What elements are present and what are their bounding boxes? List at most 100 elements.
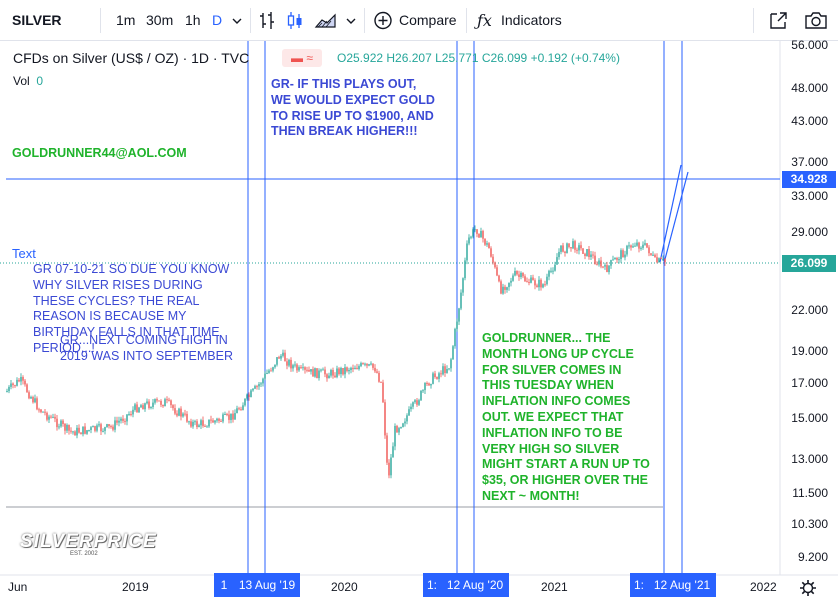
birthday-cycle-note[interactable]: GR 07-10-21 SO DUE YOU KNOW WHY SILVER RI… xyxy=(33,262,229,357)
candles-style-icon[interactable] xyxy=(285,8,305,33)
candle-body xyxy=(508,282,510,288)
indicators-button[interactable]: Indicators xyxy=(501,12,562,28)
candle-body xyxy=(110,426,112,428)
note-line: FOR SILVER COMES IN xyxy=(482,362,622,377)
candle-body xyxy=(22,377,24,381)
candle-body xyxy=(222,414,224,422)
candle-body xyxy=(50,416,52,418)
candle-body xyxy=(206,426,208,428)
chevron-down-icon[interactable] xyxy=(344,8,358,33)
candle-body xyxy=(558,251,560,258)
projection-line-upper[interactable] xyxy=(659,164,682,263)
note-line: GR 07-10-21 SO DUE YOU KNOW xyxy=(33,262,230,276)
candle-body xyxy=(444,366,446,373)
candle-body xyxy=(528,282,530,283)
note-line: INFLATION INFO TO BE xyxy=(482,425,623,440)
interval-1m[interactable]: 1m xyxy=(116,12,136,28)
symbol-search[interactable]: SILVER xyxy=(12,12,62,28)
candle-body xyxy=(210,419,212,421)
candle-body xyxy=(520,272,522,277)
candle-body xyxy=(292,365,294,369)
candle-body xyxy=(250,390,252,398)
candle-body xyxy=(402,423,404,427)
candle-body xyxy=(288,359,290,366)
price-chart[interactable] xyxy=(0,41,838,616)
candle-body xyxy=(312,369,314,377)
candle-body xyxy=(260,383,262,385)
candle-body xyxy=(500,281,502,294)
note-line: NEXT ~ MONTH! xyxy=(482,488,580,503)
cycle-forecast-note[interactable]: GOLDRUNNER... THE MONTH LONG UP CYCLE FOR … xyxy=(482,331,650,505)
candle-body xyxy=(160,401,162,405)
volume-legend: Vol 0 xyxy=(13,74,44,88)
candle-body xyxy=(74,431,76,436)
candle-body xyxy=(86,430,88,434)
candle-body xyxy=(340,368,342,375)
function-icon[interactable]: ƒx xyxy=(477,11,492,30)
candle-body xyxy=(454,328,456,347)
candle-body xyxy=(94,426,96,431)
next-high-note[interactable]: GR...NEXT COMING HIGH IN 2019 WAS INTO SE… xyxy=(60,333,233,365)
candle-body xyxy=(248,394,250,397)
candle-body xyxy=(470,236,472,238)
candle-body xyxy=(662,258,664,260)
note-line: REASON IS BECAUSE MY xyxy=(33,309,187,324)
chevron-down-icon[interactable] xyxy=(230,8,244,33)
note-line: $35, OR HIGHER OVER THE xyxy=(482,473,649,488)
projection-line-lower[interactable] xyxy=(663,171,689,264)
candle-body xyxy=(278,357,280,359)
email-annotation[interactable]: GOLDRUNNER44@AOL.COM xyxy=(12,146,187,160)
candle-series xyxy=(6,225,666,479)
note-line: WHY SILVER RISES DURING xyxy=(33,277,203,292)
interval-d[interactable]: D xyxy=(212,12,223,28)
interval-30m[interactable]: 30m xyxy=(146,12,174,28)
note-line: THESE CYCLES? THE REAL xyxy=(33,293,200,308)
candle-body xyxy=(68,424,70,431)
candle-body xyxy=(272,367,274,371)
candle-body xyxy=(102,430,104,432)
toolbar-divider xyxy=(100,8,101,33)
gold-projection-note[interactable]: GR- IF THIS PLAYS OUT, WE WOULD EXPECT GO… xyxy=(271,77,435,140)
text-annotation-label[interactable]: Text xyxy=(12,246,36,261)
settings-gear-icon[interactable] xyxy=(800,580,816,596)
fullscreen-icon[interactable] xyxy=(766,8,790,33)
legend-toggle-icon[interactable]: ▬ ≈ xyxy=(282,49,322,67)
price-label: 19.000 xyxy=(791,344,828,358)
note-line: MIGHT START A RUN UP TO xyxy=(482,457,650,472)
price-label: 13.000 xyxy=(791,452,828,466)
plus-circle-icon[interactable] xyxy=(372,8,394,33)
time-label-2021: 2021 xyxy=(541,580,568,594)
candle-body xyxy=(574,241,576,250)
bars-style-icon[interactable] xyxy=(258,8,276,33)
note-line: GR- IF THIS PLAYS OUT, xyxy=(271,77,417,91)
candle-body xyxy=(48,416,50,420)
candle-body xyxy=(342,368,344,375)
candle-body xyxy=(10,383,12,387)
time-label-2019: 2019 xyxy=(122,580,149,594)
compare-button[interactable]: Compare xyxy=(399,12,457,28)
candle-body xyxy=(208,419,210,427)
candle-body xyxy=(322,369,324,371)
candle-body xyxy=(258,384,260,387)
candle-body xyxy=(214,420,216,423)
candle-body xyxy=(234,413,236,420)
interval-1h[interactable]: 1h xyxy=(185,12,201,28)
candle-body xyxy=(300,367,302,369)
candle-body xyxy=(384,402,386,436)
camera-icon[interactable] xyxy=(803,8,829,33)
candle-body xyxy=(30,397,32,399)
candle-body xyxy=(420,390,422,401)
candle-body xyxy=(134,404,136,410)
candle-body xyxy=(148,401,150,408)
candle-body xyxy=(660,258,662,260)
candle-body xyxy=(394,426,396,447)
candle-body xyxy=(144,403,146,410)
price-label: 37.000 xyxy=(791,155,828,169)
candle-body xyxy=(44,411,46,413)
candle-body xyxy=(550,270,552,272)
price-label: 10.300 xyxy=(791,517,828,531)
time-label-2020: 2020 xyxy=(331,580,358,594)
area-style-icon[interactable] xyxy=(314,8,338,33)
candle-body xyxy=(446,369,448,373)
candle-body xyxy=(24,380,26,385)
